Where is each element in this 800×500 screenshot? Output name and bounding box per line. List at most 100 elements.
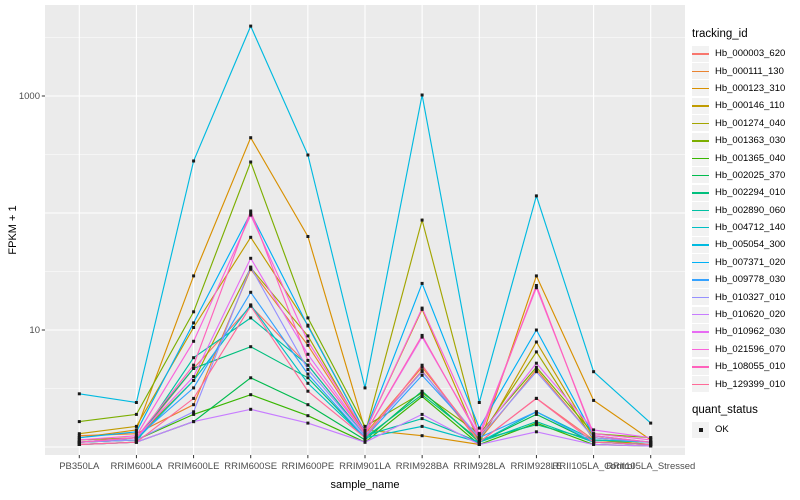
legend-item-Hb_108055_010: Hb_108055_010 bbox=[692, 358, 798, 375]
data-point bbox=[306, 368, 310, 371]
data-point bbox=[77, 436, 81, 440]
legend-item-label: Hb_000123_310 bbox=[715, 82, 786, 94]
data-point bbox=[249, 136, 253, 140]
legend-item-label: Hb_007371_020 bbox=[715, 256, 786, 268]
legend-item-Hb_002025_370: Hb_002025_370 bbox=[692, 167, 798, 184]
data-point bbox=[249, 213, 253, 217]
legend-title-quant-status: quant_status bbox=[692, 403, 758, 416]
x-tick-label-RRII105LA_Stressed: RRII105LA_Stressed bbox=[606, 461, 696, 472]
legend-key-line-icon bbox=[692, 150, 709, 167]
legend-item-label: Hb_021596_070 bbox=[715, 343, 786, 355]
data-point bbox=[534, 370, 538, 374]
data-point bbox=[420, 370, 424, 374]
data-point bbox=[420, 335, 424, 339]
data-point bbox=[477, 426, 481, 430]
legend-item-Hb_001274_040: Hb_001274_040 bbox=[692, 115, 798, 132]
legend-item-label: Hb_000003_620 bbox=[715, 48, 786, 60]
x-tick-label-RRIM928LA: RRIM928LA bbox=[453, 461, 506, 472]
data-point bbox=[77, 438, 81, 442]
legend-title-tracking-id: tracking_id bbox=[692, 28, 748, 40]
data-point bbox=[420, 281, 424, 285]
data-point bbox=[534, 423, 538, 427]
legend-item-Hb_002890_060: Hb_002890_060 bbox=[692, 202, 798, 219]
data-point bbox=[306, 324, 310, 328]
data-point bbox=[306, 421, 310, 425]
data-point bbox=[649, 440, 653, 444]
data-point bbox=[192, 396, 196, 400]
x-tick-label-RRIM600SE: RRIM600SE bbox=[224, 461, 278, 472]
data-point bbox=[592, 398, 596, 402]
legend-item-Hb_010962_030: Hb_010962_030 bbox=[692, 323, 798, 340]
data-point bbox=[592, 440, 596, 444]
data-point bbox=[534, 396, 538, 400]
data-point bbox=[592, 428, 596, 432]
data-point bbox=[249, 345, 253, 349]
legend-key-line-icon bbox=[692, 341, 709, 358]
legend-item-label: Hb_010620_020 bbox=[715, 309, 786, 321]
data-point bbox=[249, 235, 253, 239]
legend-key-line-icon bbox=[692, 167, 709, 184]
x-tick-label-RRIM600PE: RRIM600PE bbox=[281, 461, 335, 472]
legend-item-label: OK bbox=[715, 424, 729, 435]
legend-item-label: Hb_001363_030 bbox=[715, 135, 786, 147]
data-point bbox=[363, 428, 367, 432]
data-point bbox=[77, 443, 81, 446]
data-point bbox=[534, 410, 538, 414]
legend-key-line-icon bbox=[692, 236, 709, 253]
data-point bbox=[134, 424, 138, 428]
data-point bbox=[249, 290, 253, 294]
legend-item-label: Hb_108055_010 bbox=[715, 361, 786, 373]
data-point bbox=[249, 256, 253, 260]
legend-item-Hb_010327_010: Hb_010327_010 bbox=[692, 288, 798, 306]
legend-item-quant-ok: OK bbox=[692, 421, 798, 438]
legend-key-line-icon bbox=[692, 323, 709, 340]
data-point bbox=[363, 440, 367, 444]
data-point bbox=[77, 434, 81, 438]
x-tick-label-RRIM600LA: RRIM600LA bbox=[110, 461, 163, 472]
data-point bbox=[477, 401, 481, 404]
data-point bbox=[363, 386, 367, 390]
data-point bbox=[534, 361, 538, 365]
data-point bbox=[649, 436, 653, 440]
data-point bbox=[649, 421, 653, 425]
legend-key-line-icon bbox=[692, 80, 709, 97]
data-point bbox=[534, 420, 538, 424]
legend-item-label: Hb_000146_110 bbox=[715, 100, 785, 112]
data-point bbox=[306, 343, 310, 347]
legend-item-Hb_021596_070: Hb_021596_070 bbox=[692, 341, 798, 358]
legend-item-Hb_129399_010: Hb_129399_010 bbox=[692, 375, 798, 393]
legend-item-label: Hb_000111_130 bbox=[715, 65, 784, 77]
legend-key-line-icon bbox=[692, 115, 709, 132]
data-point bbox=[192, 356, 196, 360]
x-axis-title: sample_name bbox=[330, 479, 400, 491]
legend-item-label: Hb_004712_140 bbox=[715, 222, 786, 234]
data-point bbox=[77, 432, 81, 436]
data-point bbox=[134, 434, 138, 438]
data-point bbox=[420, 424, 424, 428]
x-tick-label-PB350LA: PB350LA bbox=[59, 461, 100, 472]
legend-color-items: Hb_000003_620 Hb_000111_130 Hb_000123_310 H… bbox=[692, 45, 798, 393]
data-point bbox=[420, 412, 424, 416]
data-point bbox=[420, 395, 424, 398]
legend-key-line-icon bbox=[692, 202, 709, 219]
data-point bbox=[592, 434, 596, 438]
data-point bbox=[649, 438, 653, 442]
data-point bbox=[192, 159, 196, 163]
data-point bbox=[534, 328, 538, 332]
legend-key-line-icon bbox=[692, 45, 709, 62]
data-point bbox=[249, 211, 253, 215]
data-point bbox=[534, 368, 538, 371]
data-point bbox=[363, 424, 367, 428]
legend-item-Hb_000111_130: Hb_000111_130 bbox=[692, 62, 798, 80]
legend-item-label: Hb_002025_370 bbox=[715, 169, 786, 181]
data-point bbox=[534, 340, 538, 344]
legend-item-Hb_004712_140: Hb_004712_140 bbox=[692, 219, 798, 236]
legend-key-line-icon bbox=[692, 97, 709, 114]
legend-item-label: Hb_010962_030 bbox=[715, 326, 786, 338]
data-point bbox=[534, 350, 538, 354]
data-point bbox=[249, 407, 253, 411]
legend-item-Hb_010620_020: Hb_010620_020 bbox=[692, 306, 798, 323]
legend-item-Hb_005054_300: Hb_005054_300 bbox=[692, 236, 798, 253]
